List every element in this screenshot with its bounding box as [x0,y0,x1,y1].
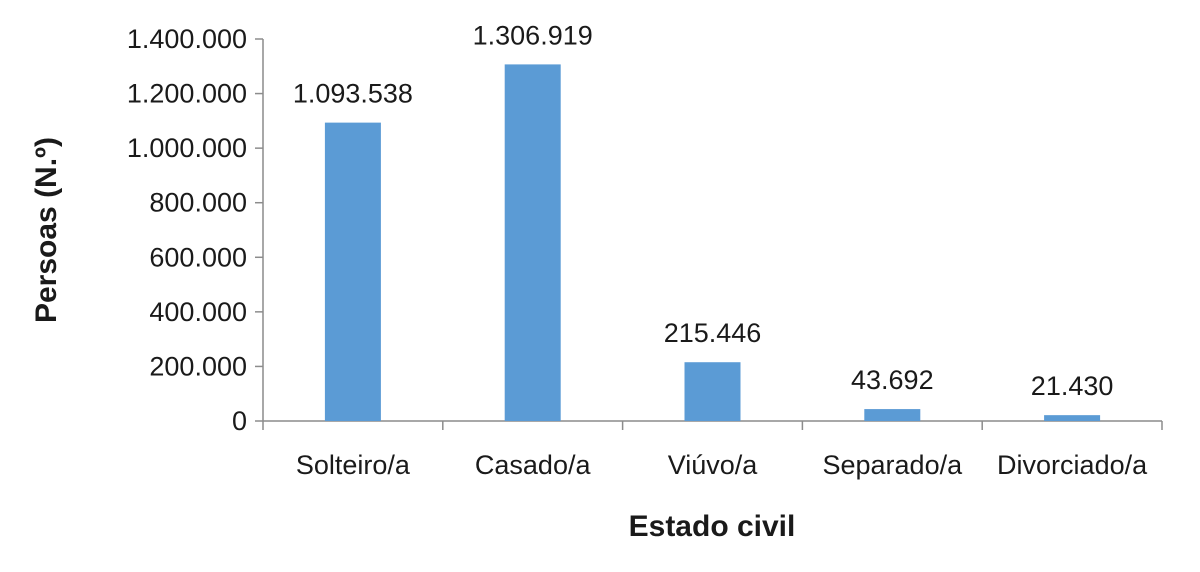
y-tick-label: 400.000 [149,297,247,327]
bar [1044,415,1101,421]
data-labels: 1.093.538 1.306.919 215.446 43.692 21.430 [293,20,1114,401]
bar [864,409,921,421]
bar-value-label: 1.093.538 [293,79,413,109]
bars [324,64,1101,421]
y-axis: 0 200.000 400.000 600.000 800.000 1.000.000 1.… [127,24,264,436]
bar [504,64,561,421]
bar-value-label: 215.446 [664,318,762,348]
x-category-label: Separado/a [822,450,963,480]
x-axis: Solteiro/a Casado/a Viúvo/a Separado/a Divor… [262,420,1163,480]
y-axis-title: Persoas (N.º) [30,137,63,323]
x-axis-title: Estado civil [629,510,796,543]
bar-value-label: 1.306.919 [473,20,593,50]
y-tick-label: 1.400.000 [127,24,247,54]
x-category-label: Solteiro/a [296,450,411,480]
x-category-label: Viúvo/a [668,450,759,480]
y-tick-label: 0 [232,406,247,436]
bar-value-label: 43.692 [851,365,934,395]
bar-value-label: 21.430 [1031,371,1114,401]
y-tick-label: 200.000 [149,351,247,381]
bar [324,122,381,421]
x-category-label: Casado/a [475,450,592,480]
x-category-label: Divorciado/a [997,450,1148,480]
bar [684,362,741,421]
y-tick-label: 800.000 [149,188,247,218]
y-tick-label: 1.200.000 [127,79,247,109]
y-tick-label: 1.000.000 [127,133,247,163]
y-tick-label: 600.000 [149,242,247,272]
